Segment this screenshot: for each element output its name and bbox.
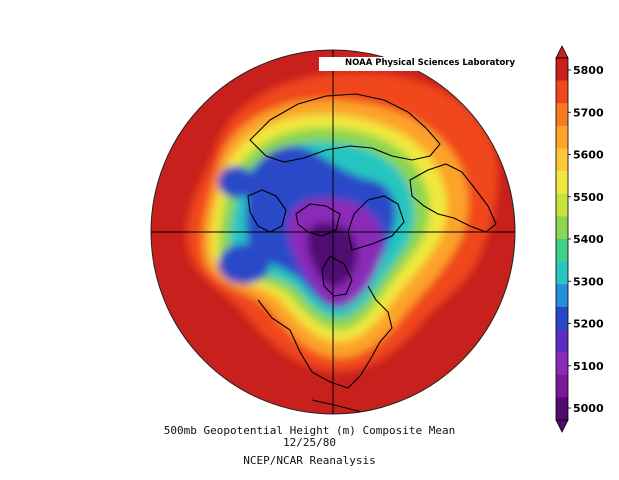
coast-hudson-bay	[321, 255, 353, 297]
colorbar-tick-label: 5300	[573, 275, 604, 288]
colorbar-tick-label: 5100	[573, 360, 604, 373]
coast-north-america	[257, 285, 393, 389]
colorbar-segment	[556, 58, 568, 81]
colorbar-tick-label: 5000	[573, 402, 604, 415]
coast-europe	[409, 163, 497, 233]
polar-map	[151, 50, 515, 414]
colorbar-segment	[556, 306, 568, 330]
coast-greenland	[347, 195, 405, 251]
title-line-3: NCEP/NCAR Reanalysis	[243, 454, 376, 467]
colorbar-segment	[556, 261, 568, 285]
colorbar-arrow-top	[555, 45, 569, 59]
contour-lobe-west	[218, 244, 270, 284]
colorbar-tick-label: 5400	[573, 233, 604, 246]
credit-label: NOAA Physical Sciences Laboratory	[345, 58, 516, 68]
map-border	[150, 49, 516, 415]
colorbar-segment	[556, 80, 568, 104]
colorbar-tick-label: 5700	[573, 106, 604, 119]
colorbar-segment	[556, 284, 568, 308]
coast-canada-arctic	[295, 203, 341, 237]
credit-box	[319, 57, 503, 71]
colorbar-segment	[556, 216, 568, 240]
title-line-1: 500mb Geopotential Height (m) Composite …	[163, 424, 456, 437]
coastlines	[247, 93, 497, 413]
colorbar-segment	[556, 103, 568, 127]
colorbar-segment	[556, 374, 568, 398]
colorbar-segment	[556, 352, 568, 376]
colorbar-segment	[556, 397, 568, 421]
coast-caribbean	[311, 399, 363, 413]
contour-lobe-northwest	[218, 166, 254, 198]
coast-alaska	[247, 189, 287, 233]
colorbar-segment	[556, 148, 568, 172]
title-line-2: 12/25/80	[283, 436, 336, 449]
colorbar-segment	[556, 171, 568, 195]
colorbar-segment	[556, 193, 568, 217]
contour-5000	[307, 222, 358, 288]
colorbar-segment	[556, 125, 568, 149]
colorbar-tick-label: 5500	[573, 191, 604, 204]
height-contours	[186, 71, 499, 373]
colorbar-segment	[556, 329, 568, 353]
colorbar-tick-label: 5800	[573, 64, 604, 77]
colorbar-segment	[556, 239, 568, 262]
coast-asia	[249, 93, 441, 163]
colorbar-tick-label: 5200	[573, 318, 604, 331]
colorbar-tick-label: 5600	[573, 149, 604, 162]
colorbar: 5800 5700 5600 5500 5400 5300 5200 5100 5000	[555, 45, 604, 433]
